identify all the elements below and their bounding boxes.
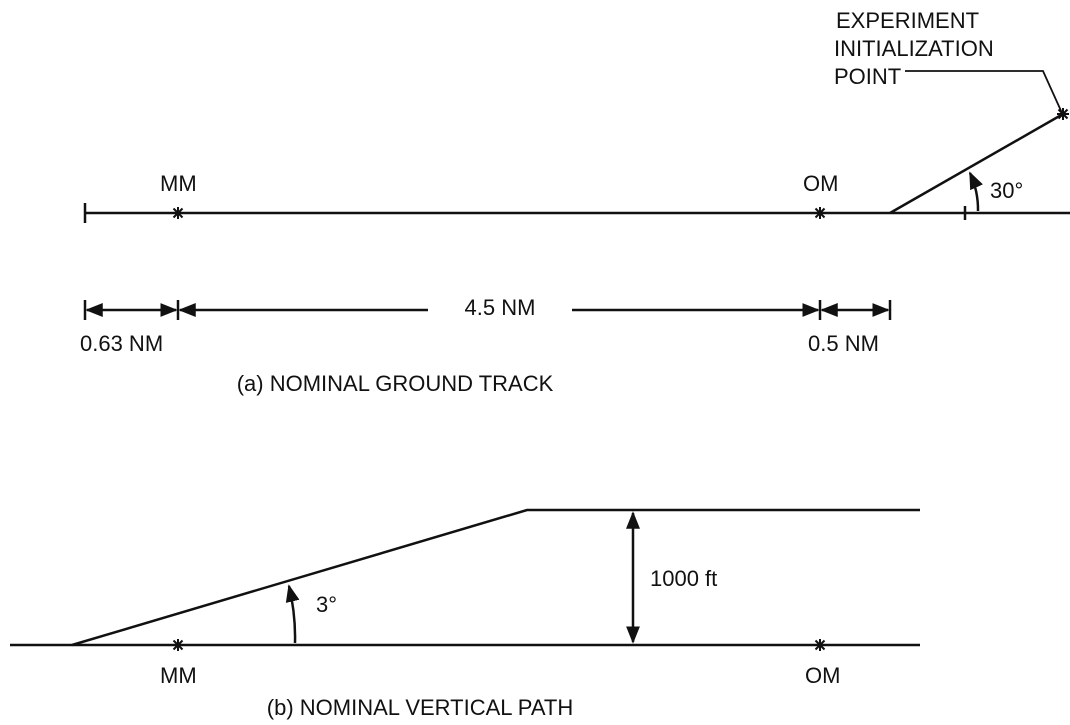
caption: (b) NOMINAL VERTICAL PATH (267, 695, 573, 720)
marker-label: MM (160, 663, 197, 688)
angle-label: 30° (990, 178, 1023, 203)
distance-label: 4.5 NM (465, 295, 536, 320)
distance-label: 0.63 NM (80, 331, 163, 356)
caption: (a) NOMINAL GROUND TRACK (237, 371, 554, 396)
angle-arc (285, 584, 300, 644)
star (813, 638, 827, 652)
star (171, 206, 185, 220)
marker-label: OM (805, 663, 840, 688)
angle-label: 3° (316, 592, 337, 617)
annotation: POINT (834, 64, 901, 89)
vertical-path: 1000 ft 3° MM OM (b) NOMINAL VERTICAL PA… (10, 508, 920, 720)
star (171, 638, 185, 652)
ground-track: EXPERIMENT INITIALIZATION POINT 30° MM O… (80, 8, 1070, 396)
leader-line (905, 70, 1063, 114)
distance-label: 0.5 NM (808, 331, 879, 356)
angle-arc (968, 171, 983, 212)
flight-path (71, 508, 920, 647)
annotation: INITIALIZATION (834, 36, 994, 61)
star (1056, 107, 1070, 121)
marker-label: MM (160, 171, 197, 196)
marker-label: OM (803, 171, 838, 196)
altitude-label: 1000 ft (650, 566, 717, 591)
intercept-line (889, 112, 1064, 215)
star (813, 206, 827, 220)
annotation: EXPERIMENT (836, 8, 979, 33)
